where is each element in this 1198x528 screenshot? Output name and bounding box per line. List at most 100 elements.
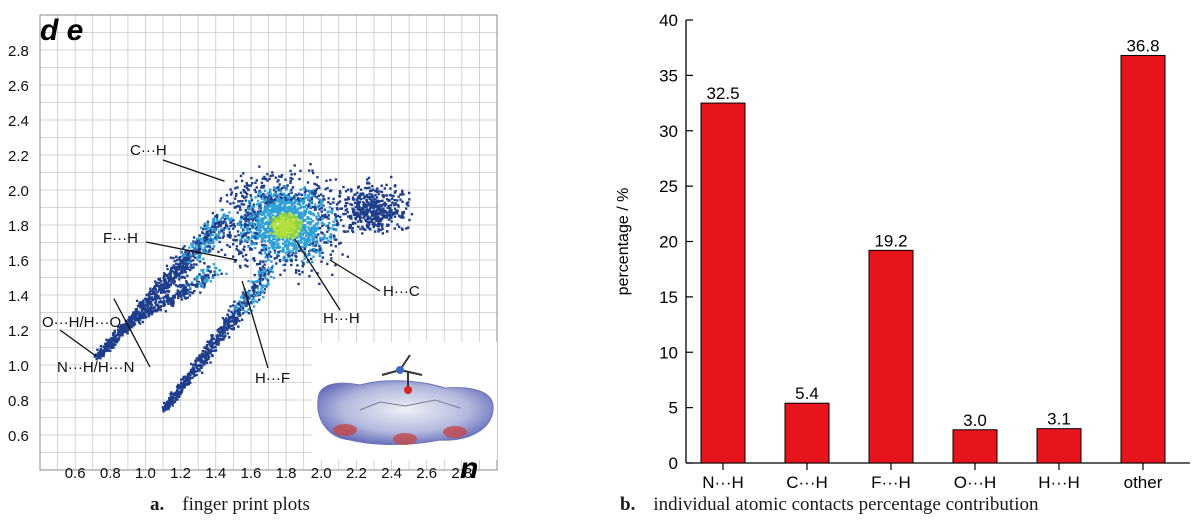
fingerprint-point [223,217,227,221]
fingerprint-point [199,254,202,257]
fingerprint-point [244,295,248,298]
fingerprint-point [316,221,320,224]
fingerprint-point [198,247,202,251]
fingerprint-point [314,203,317,206]
fingerprint-point [249,223,252,227]
fingerprint-point [177,257,181,260]
fingerprint-point [289,181,292,184]
fingerprint-point [223,320,226,324]
fingerprint-point [221,316,225,320]
fingerprint-point [242,172,245,175]
y-tick-label: 15 [659,288,678,307]
fingerprint-point [310,196,313,199]
fingerprint-point [173,273,177,276]
fingerprint-point [196,282,199,286]
fingerprint-point [111,336,114,340]
x-tick-label: 1.6 [240,465,261,480]
fingerprint-point [206,267,210,270]
fingerprint-point [388,213,392,217]
fingerprint-point [281,216,284,219]
fingerprint-point [209,349,213,353]
fingerprint-point [254,233,257,237]
fingerprint-point [178,256,182,259]
fingerprint-point [253,286,257,289]
fingerprint-point [263,236,267,239]
fingerprint-point [229,221,232,224]
fingerprint-point [245,186,249,190]
fingerprint-point [322,195,325,198]
fingerprint-point [159,287,162,291]
fingerprint-point [346,255,350,258]
fingerprint-point [389,193,392,197]
fingerprint-point [248,293,251,296]
fingerprint-point [364,218,367,222]
fingerprint-point [391,213,394,217]
fingerprint-point [210,225,214,229]
fingerprint-point [257,219,260,222]
fingerprint-point [313,189,317,192]
fingerprint-point [229,224,232,228]
fingerprint-point [165,295,168,298]
fingerprint-point [191,371,194,374]
bar [868,249,914,464]
fingerprint-point [209,348,213,352]
fingerprint-point [270,212,273,215]
fingerprint-point [302,261,305,265]
fingerprint-point [287,196,291,200]
fingerprint-point [153,295,157,299]
fingerprint-point [272,276,276,280]
fingerprint-point [309,231,312,234]
fingerprint-point [307,196,311,199]
fingerprint-point [266,200,269,204]
fingerprint-point [217,250,220,254]
fingerprint-point [270,226,273,229]
fingerprint-point [259,203,262,207]
fingerprint-point [266,281,270,284]
fingerprint-point [226,200,229,203]
fingerprint-point [150,296,154,299]
fingerprint-point [188,268,192,272]
fingerprint-point [366,182,369,185]
fingerprint-point [317,205,320,208]
x-tick-label: O···H [954,473,996,490]
fingerprint-point [157,301,161,304]
fingerprint-point [257,212,260,215]
fingerprint-point [254,181,257,185]
fingerprint-point [219,230,222,233]
fingerprint-point [315,239,319,242]
fingerprint-point [258,231,261,235]
fingerprint-point [286,184,289,187]
fingerprint-point [230,327,233,331]
fingerprint-point [299,232,302,235]
fingerprint-point [393,227,397,230]
fingerprint-point [197,358,201,361]
fingerprint-point [296,197,300,201]
fingerprint-point [114,340,117,344]
x-tick-label: 1.2 [170,465,191,480]
fingerprint-point [259,225,263,228]
fingerprint-point [274,192,277,195]
fingerprint-point [312,238,316,241]
fingerprint-point [178,294,182,297]
fingerprint-point [264,193,267,197]
fingerprint-point [181,383,184,387]
fingerprint-point [408,218,411,222]
fingerprint-point [295,223,299,226]
oxygen-atom [404,386,412,394]
fingerprint-point [109,337,113,340]
fingerprint-point [256,300,259,304]
fingerprint-point [292,239,295,242]
fingerprint-point [159,291,163,294]
fingerprint-point [261,272,264,275]
fingerprint-point [295,234,298,238]
fingerprint-point [321,224,324,228]
fingerprint-point [264,195,268,199]
fingerprint-point [318,254,321,258]
fingerprint-point [312,255,315,258]
fingerprint-point [190,263,193,267]
fingerprint-point [402,216,405,219]
fingerprint-point [282,218,285,222]
fingerprint-point [397,205,400,208]
fingerprint-point [271,270,274,274]
fingerprint-point [247,231,250,234]
